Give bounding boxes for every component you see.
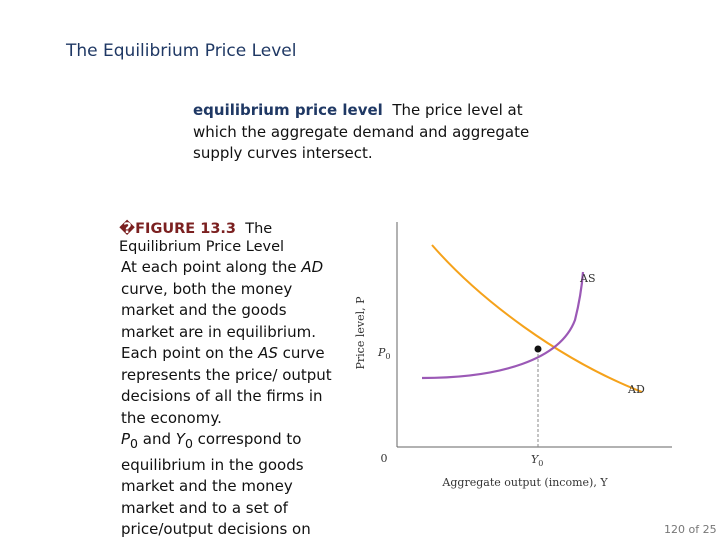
ad-label: AD [627,383,645,396]
text: AS [258,344,278,362]
origin-label: 0 [381,452,388,465]
y0-label: Y0 [531,453,543,468]
slide-title: The Equilibrium Price Level [66,41,297,61]
text: 0 [538,459,543,468]
marker: � [119,221,136,237]
figure-caption: �FIGURE 13.3 The Equilibrium Price Level [119,220,319,256]
text: curve represents the price/ output decis… [121,344,332,427]
figure-title: The Equilibrium Price Level [119,221,285,255]
text: P [121,430,131,448]
text: 0 [385,352,390,361]
text: P [377,346,386,359]
p0-label: P0 [377,346,391,361]
text: AD [301,258,324,276]
term: equilibrium price level [193,101,383,119]
as-label: AS [579,272,595,285]
text: Y [531,453,540,466]
text: 0 [130,436,138,451]
text: and [138,430,176,448]
as-curve [421,271,585,380]
text: 0 [184,436,193,451]
equilibrium-point [534,345,542,353]
definition-text: The price level at which the aggregate d… [193,101,530,162]
text: curve, both the money market and the goo… [121,279,316,363]
text: At each point along the [121,258,302,276]
y-axis-label: Price level, P [354,296,367,370]
figure-label: FIGURE 13.3 [135,221,237,237]
text: correspond to equilibrium in the goods m… [121,430,311,538]
figure-body: At each point along the AD curve, both t… [121,257,333,541]
page-number: 120 of 25 [664,523,717,536]
ad-curve [431,244,643,393]
text: Y [175,430,185,448]
x-axis-label: Aggregate output (income), Y [441,476,608,489]
definition: equilibrium price level The price level … [193,100,563,165]
